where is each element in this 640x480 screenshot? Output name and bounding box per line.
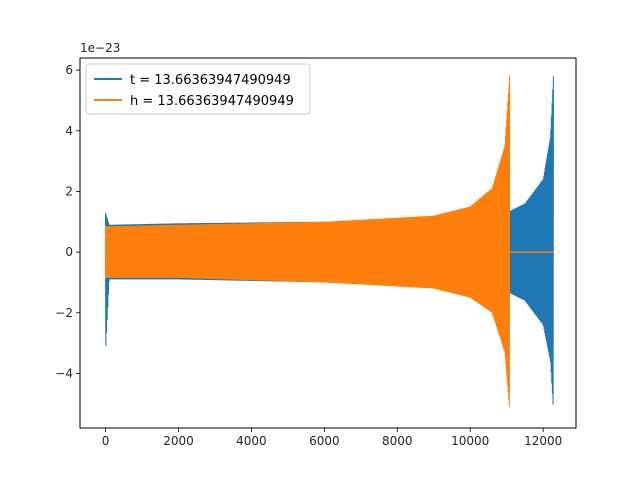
axes-frame <box>79 57 577 429</box>
legend-box <box>85 63 311 115</box>
series-1 <box>104 76 554 407</box>
x-tick-label: 12000 <box>524 434 562 448</box>
y-tick-label: −2 <box>55 306 73 320</box>
y-axis: −4 −2 0 2 4 6 <box>55 63 80 380</box>
y-offset-label: 1e−23 <box>80 41 120 55</box>
plot-area <box>104 76 554 407</box>
series-1-line <box>104 76 511 407</box>
y-tick-label: −4 <box>55 366 73 380</box>
x-axis: 0 2000 4000 6000 8000 10000 12000 <box>102 428 562 448</box>
legend[interactable]: t = 13.66363947490949 h = 13.663639474909… <box>85 63 311 115</box>
x-tick-label: 4000 <box>236 434 267 448</box>
y-tick-label: 2 <box>65 184 73 198</box>
x-tick-label: 10000 <box>451 434 489 448</box>
x-tick-label: 8000 <box>382 434 413 448</box>
y-tick-label: 0 <box>65 245 73 259</box>
y-tick-label: 6 <box>65 63 73 77</box>
x-tick-label: 6000 <box>309 434 340 448</box>
x-tick-label: 0 <box>102 434 110 448</box>
y-tick-label: 4 <box>65 124 73 138</box>
legend-label-1: h = 13.66363947490949 <box>130 94 294 109</box>
legend-label-0: t = 13.66363947490949 <box>130 73 291 88</box>
x-tick-label: 2000 <box>163 434 194 448</box>
